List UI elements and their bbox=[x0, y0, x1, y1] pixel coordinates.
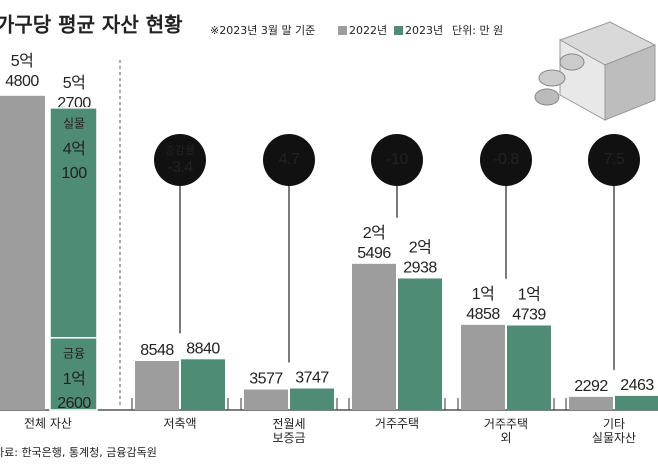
value-label: 5억 2700 bbox=[57, 74, 91, 112]
legend-swatch bbox=[338, 26, 347, 35]
segment-name: 금융 bbox=[63, 346, 85, 360]
value-label: 8840 bbox=[186, 341, 220, 358]
bracket bbox=[348, 398, 446, 410]
unit: 단위: 만 원 bbox=[452, 24, 503, 37]
subtitle: ※2023년 3월 말 기준 bbox=[210, 24, 315, 37]
bar bbox=[244, 389, 288, 410]
value-label: 5억 4800 bbox=[5, 52, 39, 90]
segment-name: 실물 bbox=[63, 116, 85, 130]
growth-badge bbox=[480, 134, 532, 186]
value-label: 1억 4858 bbox=[466, 285, 500, 323]
x-tick-label: 전월세 보증금 bbox=[272, 417, 305, 445]
value-label: 2463 bbox=[620, 377, 654, 394]
value-label: 1억 4739 bbox=[512, 286, 546, 324]
source: 자료: 한국은행, 통계청, 금융감독원 bbox=[0, 446, 157, 459]
bar bbox=[181, 359, 225, 410]
growth-value: -3.4 bbox=[167, 159, 193, 176]
growth-badge bbox=[154, 134, 206, 186]
bracket bbox=[565, 398, 567, 410]
growth-value: -10 bbox=[386, 151, 408, 168]
growth-value: 7.5 bbox=[604, 151, 625, 168]
bar bbox=[290, 388, 334, 410]
bracket bbox=[131, 398, 229, 410]
x-tick-label: 전체 자산 bbox=[24, 417, 72, 431]
x-tick-label: 거주주택 외 bbox=[484, 417, 528, 445]
growth-badge bbox=[371, 134, 423, 186]
value-label: 2292 bbox=[574, 378, 608, 395]
bracket bbox=[240, 398, 338, 410]
bar-segment bbox=[49, 107, 98, 339]
bar bbox=[135, 360, 179, 410]
x-tick-label: 저축액 bbox=[163, 417, 196, 431]
legend-label: 2023년 bbox=[405, 24, 443, 37]
legend-label: 2022년 bbox=[349, 24, 387, 37]
bar bbox=[569, 396, 613, 410]
bar bbox=[352, 263, 396, 410]
growth-value: 4.7 bbox=[279, 151, 300, 168]
x-tick-label: 거주주택 bbox=[375, 417, 419, 431]
money-illustration bbox=[534, 21, 657, 121]
growth-badge bbox=[588, 134, 640, 186]
value-label: 2억 2938 bbox=[403, 239, 437, 277]
value-label: 3577 bbox=[249, 371, 283, 388]
segment-label: 1억 2600 bbox=[57, 370, 91, 412]
bar bbox=[461, 324, 505, 410]
x-tick-label: 기타 실물자산 bbox=[592, 417, 636, 445]
bracket bbox=[457, 398, 555, 410]
segment-label: 4억 100 bbox=[61, 140, 87, 182]
value-label: 8548 bbox=[140, 342, 174, 359]
bar bbox=[398, 278, 442, 410]
value-label: 2억 5496 bbox=[357, 224, 391, 262]
bar bbox=[0, 95, 45, 411]
bar bbox=[507, 325, 551, 410]
growth-value: -0.8 bbox=[493, 151, 519, 168]
growth-name: 증감률 bbox=[165, 144, 195, 157]
value-label: 3747 bbox=[295, 370, 329, 387]
bar bbox=[615, 395, 658, 410]
growth-badge bbox=[263, 134, 315, 186]
legend-swatch bbox=[394, 26, 403, 35]
chart-title: 가구당 평균 자산 현황 bbox=[0, 13, 183, 37]
